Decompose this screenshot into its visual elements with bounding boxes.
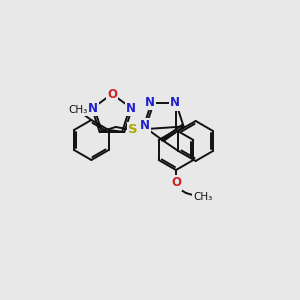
Text: N: N	[140, 119, 150, 132]
Text: O: O	[171, 176, 181, 190]
Text: N: N	[88, 102, 98, 115]
Text: O: O	[107, 88, 117, 100]
Text: N: N	[126, 102, 136, 115]
Text: CH₃: CH₃	[69, 105, 88, 115]
Text: N: N	[170, 97, 180, 110]
Text: N: N	[145, 95, 155, 109]
Text: S: S	[128, 124, 137, 136]
Text: CH₃: CH₃	[194, 192, 213, 202]
